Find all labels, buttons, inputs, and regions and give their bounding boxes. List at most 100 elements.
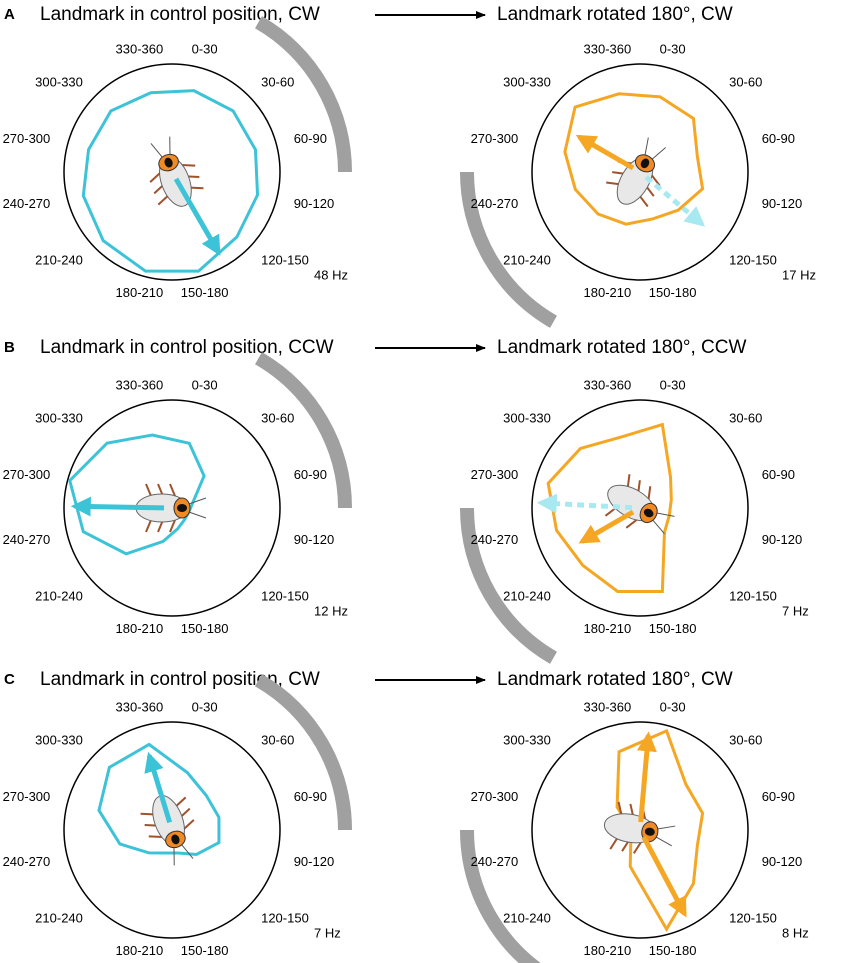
distribution-polygon	[97, 742, 221, 856]
sector-label: 120-150	[729, 589, 777, 604]
sector-label: 180-210	[116, 285, 164, 300]
sector-label: 270-300	[3, 467, 51, 482]
sector-label: 300-330	[35, 74, 83, 89]
distribution-polygon	[546, 422, 673, 593]
mean-vector	[575, 134, 635, 171]
sector-label: 180-210	[584, 285, 632, 300]
sector-label: 240-270	[471, 196, 519, 211]
plot-title: Landmark rotated 180°, CCW	[497, 337, 746, 358]
sector-label: 60-90	[762, 789, 795, 804]
landmark-arc	[460, 829, 541, 963]
sector-label: 150-180	[649, 943, 697, 958]
polar-plot: Landmark rotated 180°, CW 0-30 30-60 60-90 9…	[460, 669, 809, 963]
frequency-label: 7 Hz	[314, 925, 341, 940]
sector-label: 270-300	[471, 467, 519, 482]
plot-circle	[531, 63, 749, 281]
sector-label: 210-240	[35, 589, 83, 604]
sector-label: 150-180	[181, 943, 229, 958]
sector-label: 30-60	[261, 732, 294, 747]
head-spot	[644, 827, 655, 836]
sector-label: 210-240	[503, 589, 551, 604]
mean-vector	[70, 496, 165, 517]
head-spot	[643, 508, 654, 518]
sector-label: 90-120	[294, 532, 334, 547]
mean-vector	[641, 835, 687, 918]
sector-label: 330-360	[584, 378, 632, 393]
sector-label: 270-300	[471, 131, 519, 146]
sector-label: 30-60	[261, 74, 294, 89]
sector-label: 330-360	[116, 42, 164, 57]
row-arrows	[375, 11, 486, 684]
sector-label: 0-30	[192, 42, 218, 57]
sector-label: 150-180	[649, 621, 697, 636]
sector-label: 60-90	[762, 467, 795, 482]
sector-label: 150-180	[649, 285, 697, 300]
sector-label: 30-60	[261, 410, 294, 425]
sector-label: 60-90	[762, 131, 795, 146]
sector-label: 210-240	[35, 253, 83, 268]
mean-vector	[644, 175, 706, 227]
cockroach-icon	[606, 137, 666, 208]
sector-label: 60-90	[294, 789, 327, 804]
plot-title: Landmark in control position, CW	[40, 669, 320, 690]
sector-label: 30-60	[729, 732, 762, 747]
sector-label: 240-270	[471, 854, 519, 869]
panel-letter: A	[4, 6, 15, 23]
sector-label: 90-120	[762, 196, 802, 211]
head-spot	[177, 504, 187, 512]
sector-label: 120-150	[729, 911, 777, 926]
panel-letter: C	[4, 671, 15, 688]
frequency-label: 8 Hz	[782, 925, 809, 940]
sector-label: 0-30	[660, 700, 686, 715]
sector-label: 90-120	[762, 854, 802, 869]
plot-title: Landmark in control position, CCW	[40, 337, 334, 358]
distribution-polygon	[68, 433, 206, 556]
sector-label: 240-270	[3, 196, 51, 211]
sector-label: 240-270	[471, 532, 519, 547]
sector-label: 270-300	[471, 789, 519, 804]
distribution-polygon	[81, 89, 260, 273]
landmark-arc	[254, 674, 352, 831]
mean-vector	[144, 751, 173, 824]
frequency-label: 48 Hz	[314, 267, 348, 282]
sector-label: 330-360	[584, 42, 632, 57]
sector-label: 90-120	[294, 196, 334, 211]
polar-plot: C Landmark in control position, CW 0-30 30-…	[3, 669, 352, 958]
cockroach-icon	[603, 801, 676, 854]
head-spot	[640, 158, 650, 169]
sector-label: 120-150	[261, 911, 309, 926]
sector-label: 210-240	[503, 911, 551, 926]
cockroach-icon	[140, 795, 195, 866]
frequency-label: 7 Hz	[782, 603, 809, 618]
sector-label: 30-60	[729, 410, 762, 425]
sector-label: 300-330	[503, 74, 551, 89]
sector-label: 330-360	[116, 378, 164, 393]
plot-title: Landmark rotated 180°, CW	[497, 669, 733, 690]
sector-label: 180-210	[116, 621, 164, 636]
sector-label: 120-150	[261, 253, 309, 268]
sector-label: 30-60	[729, 74, 762, 89]
panel-letter: B	[4, 339, 15, 356]
head-spot	[171, 834, 180, 845]
polar-plot: Landmark rotated 180°, CW 0-30 30-60 60-90 9…	[460, 4, 816, 328]
sector-label: 150-180	[181, 621, 229, 636]
polar-plot: A Landmark in control position, CW 0-30 30-…	[3, 4, 352, 300]
sector-label: 180-210	[584, 943, 632, 958]
distribution-polygon	[615, 728, 705, 933]
sector-label: 0-30	[660, 42, 686, 57]
plot-circle	[63, 399, 281, 617]
plot-circle	[531, 399, 749, 617]
cockroach-icon	[604, 474, 675, 534]
sector-label: 180-210	[116, 943, 164, 958]
distribution-polygon	[563, 92, 705, 226]
sector-label: 300-330	[503, 732, 551, 747]
sector-label: 330-360	[584, 700, 632, 715]
sector-label: 120-150	[729, 253, 777, 268]
head-spot	[164, 157, 173, 168]
sector-label: 180-210	[584, 621, 632, 636]
sector-label: 300-330	[35, 410, 83, 425]
sector-label: 90-120	[762, 532, 802, 547]
sector-label: 300-330	[35, 732, 83, 747]
sector-label: 240-270	[3, 532, 51, 547]
